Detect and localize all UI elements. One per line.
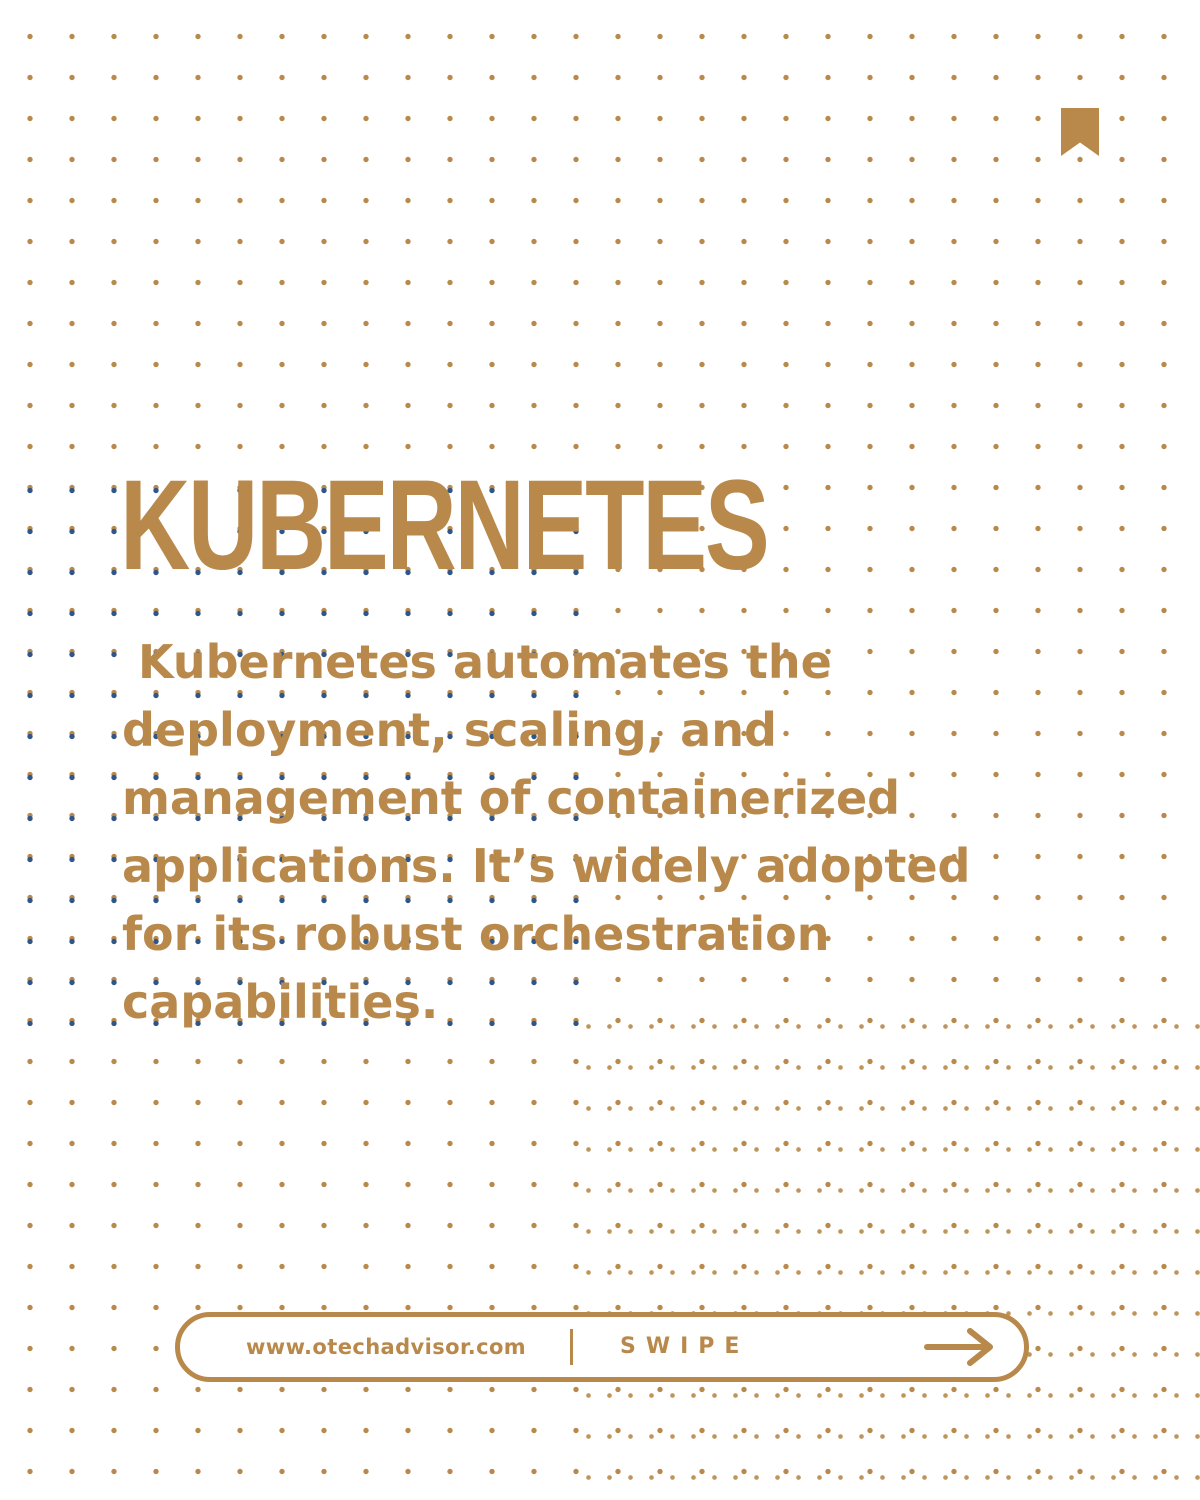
swipe-label[interactable]: SWIPE	[620, 1334, 750, 1359]
blue-dot-pattern	[0, 466, 590, 1026]
arrow-right-icon[interactable]	[924, 1327, 996, 1367]
footer-bar: www.otechadvisor.com SWIPE	[175, 1312, 1029, 1382]
bookmark-icon[interactable]	[1061, 108, 1099, 156]
footer-divider	[570, 1329, 573, 1365]
fine-dot-pattern	[572, 1000, 1200, 1500]
website-link[interactable]: www.otechadvisor.com	[246, 1335, 527, 1359]
slide-description: Kubernetes automates the deployment, sca…	[122, 635, 971, 1029]
slide-title: KUBERNETES	[120, 454, 770, 597]
